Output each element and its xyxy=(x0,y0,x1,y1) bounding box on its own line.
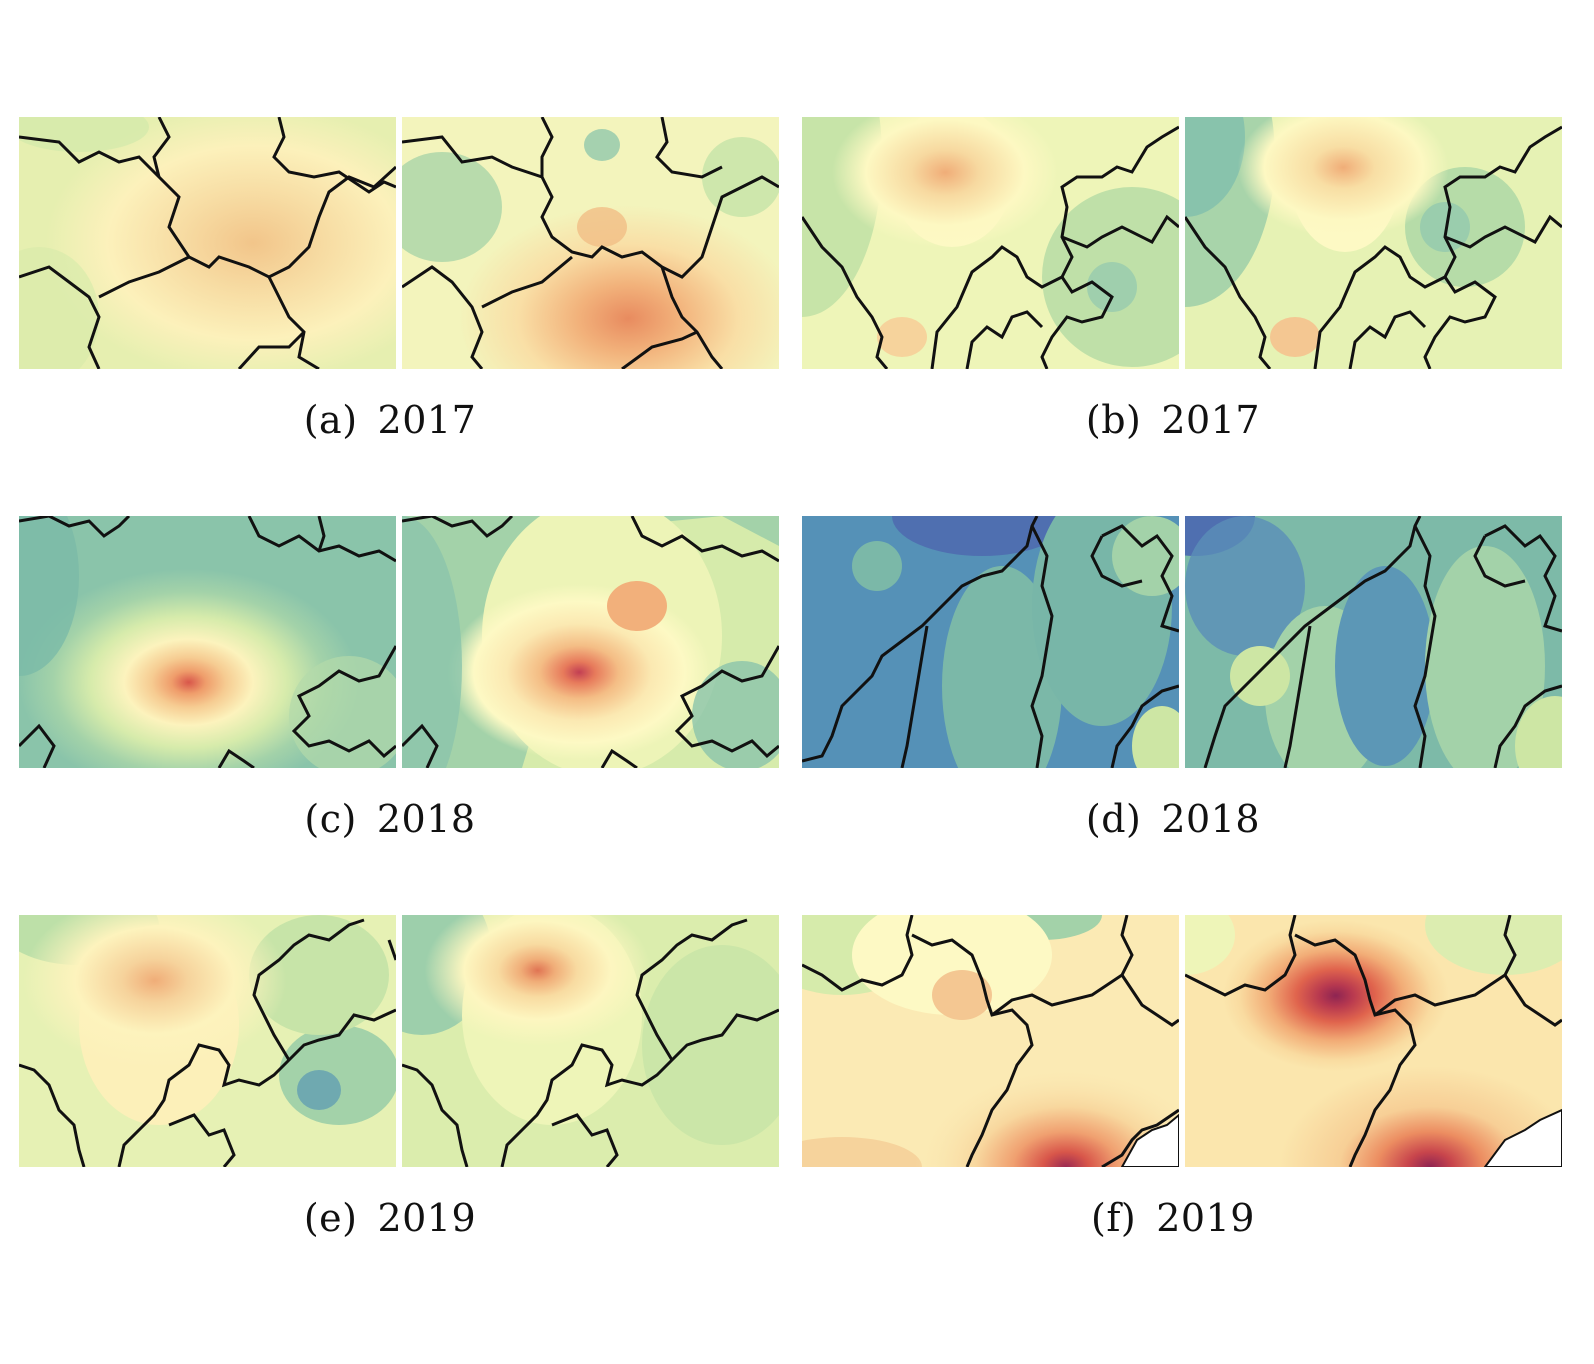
caption-e: (e) 2019 xyxy=(0,1196,780,1240)
caption-e-year: 2019 xyxy=(377,1196,477,1240)
map-c-right xyxy=(402,516,779,768)
map-a-left xyxy=(19,117,396,369)
map-e-left xyxy=(19,915,396,1167)
caption-a-year: 2017 xyxy=(377,398,477,442)
caption-b-year: 2017 xyxy=(1161,398,1261,442)
caption-a-label: (a) xyxy=(303,398,358,442)
caption-c-label: (c) xyxy=(304,797,357,841)
caption-c-year: 2018 xyxy=(376,797,476,841)
map-c-left xyxy=(19,516,396,768)
caption-a: (a) 2017 xyxy=(0,398,780,442)
map-b-left xyxy=(802,117,1179,369)
map-d-left xyxy=(802,516,1179,768)
caption-f: (f) 2019 xyxy=(783,1196,1563,1240)
caption-f-year: 2019 xyxy=(1156,1196,1255,1240)
caption-e-label: (e) xyxy=(303,1196,358,1240)
caption-b-label: (b) xyxy=(1085,398,1142,442)
caption-d-label: (d) xyxy=(1085,797,1142,841)
caption-b: (b) 2017 xyxy=(783,398,1563,442)
map-d-right xyxy=(1185,516,1562,768)
caption-d: (d) 2018 xyxy=(783,797,1563,841)
map-a-right xyxy=(402,117,779,369)
map-f-right xyxy=(1185,915,1562,1167)
caption-d-year: 2018 xyxy=(1161,797,1261,841)
caption-c: (c) 2018 xyxy=(0,797,780,841)
map-e-right xyxy=(402,915,779,1167)
map-b-right xyxy=(1185,117,1562,369)
caption-f-label: (f) xyxy=(1091,1196,1137,1240)
map-f-left xyxy=(802,915,1179,1167)
